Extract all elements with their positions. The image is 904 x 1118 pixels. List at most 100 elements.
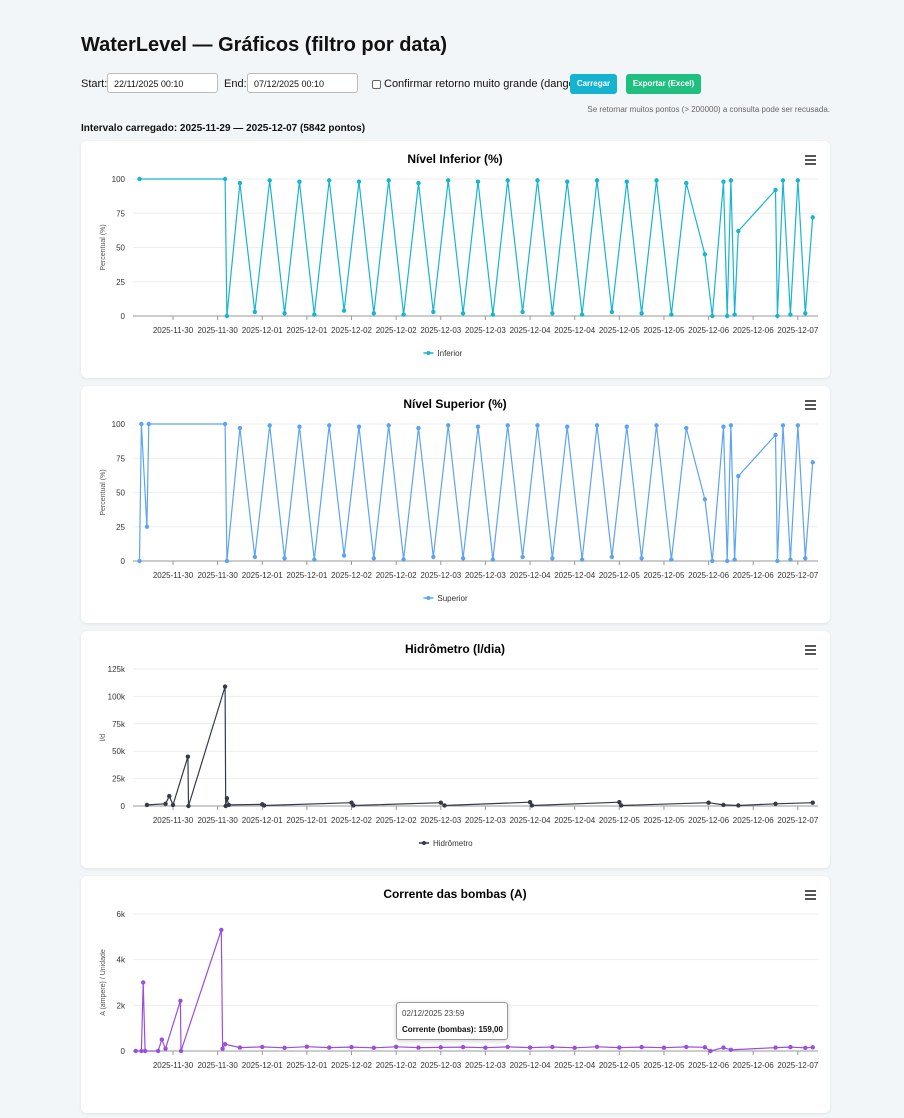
- confirm-checkbox[interactable]: [372, 80, 381, 89]
- y-tick-label: 6k: [117, 910, 126, 919]
- legend-marker: [426, 596, 431, 600]
- data-point: [371, 311, 377, 316]
- confirm-label: Confirmar retorno muito grande (danger): [384, 78, 583, 90]
- data-point: [788, 557, 793, 562]
- x-tick-label: 2025-12-03: [420, 816, 461, 825]
- x-tick-label: 2025-12-06: [688, 816, 729, 825]
- x-tick-label: 2025-12-02: [331, 571, 372, 580]
- chart: Corrente das bombas (A) A (ampere) / Unid…: [100, 887, 819, 1070]
- data-point: [669, 312, 674, 317]
- end-input[interactable]: 07/12/2025 00:10: [247, 73, 358, 93]
- x-tick-label: 2025-12-01: [242, 571, 283, 580]
- data-point: [788, 1044, 793, 1050]
- data-point: [529, 803, 535, 808]
- data-point: [609, 554, 615, 560]
- legend-label[interactable]: Inferior: [437, 349, 462, 358]
- data-point: [775, 313, 780, 319]
- data-point: [565, 179, 570, 184]
- menu-icon[interactable]: [805, 155, 816, 157]
- y-tick-label: 100: [112, 175, 126, 184]
- x-tick-label: 2025-12-01: [242, 326, 283, 335]
- data-point: [550, 311, 555, 316]
- data-point: [490, 557, 496, 562]
- menu-icon[interactable]: [805, 653, 816, 655]
- data-point: [773, 187, 778, 193]
- y-tick-label: 0: [121, 312, 126, 321]
- menu-icon[interactable]: [805, 163, 816, 165]
- menu-icon[interactable]: [805, 894, 816, 896]
- data-point: [579, 557, 585, 562]
- data-point: [222, 176, 228, 182]
- data-point: [267, 423, 272, 428]
- data-point: [460, 556, 466, 561]
- data-point: [267, 178, 272, 183]
- data-point: [446, 178, 451, 183]
- menu-icon[interactable]: [805, 404, 816, 406]
- data-point: [609, 309, 615, 315]
- x-tick-label: 2025-12-01: [242, 1061, 283, 1070]
- data-point: [312, 557, 317, 562]
- data-point: [661, 1045, 667, 1050]
- x-tick-label: 2025-12-04: [510, 571, 551, 580]
- data-point: [356, 179, 362, 184]
- menu-icon[interactable]: [805, 645, 816, 647]
- data-point: [163, 1046, 168, 1051]
- x-tick-label: 2025-12-04: [510, 326, 551, 335]
- y-tick-label: 125k: [108, 665, 126, 674]
- data-point: [490, 312, 496, 317]
- load-button[interactable]: Carregar: [570, 74, 617, 94]
- data-point: [224, 313, 230, 319]
- data-point: [222, 421, 228, 427]
- x-tick-label: 2025-12-03: [465, 326, 506, 335]
- data-point: [146, 421, 152, 427]
- y-tick-label: 75: [116, 454, 125, 463]
- menu-icon[interactable]: [805, 649, 816, 651]
- legend-label[interactable]: Hidrômetro: [433, 839, 473, 848]
- data-point: [237, 425, 243, 431]
- data-point: [142, 1048, 148, 1054]
- data-point: [219, 927, 224, 933]
- export-button[interactable]: Exportar (Excel): [626, 74, 701, 94]
- legend-marker: [426, 351, 431, 355]
- data-point: [401, 312, 406, 317]
- menu-icon[interactable]: [805, 890, 816, 892]
- data-point: [401, 557, 406, 562]
- x-tick-label: 2025-12-05: [599, 571, 640, 580]
- x-tick-label: 2025-12-05: [643, 1061, 684, 1070]
- x-tick-label: 2025-11-30: [197, 571, 238, 580]
- data-point: [736, 228, 741, 234]
- data-point: [178, 1048, 184, 1054]
- data-point: [144, 524, 150, 529]
- data-point: [224, 558, 230, 564]
- y-tick-label: 75k: [112, 720, 126, 729]
- y-axis-title: Percentual (%): [100, 469, 107, 515]
- x-tick-label: 2025-12-04: [554, 1061, 595, 1070]
- menu-icon[interactable]: [805, 898, 816, 900]
- data-point: [137, 176, 142, 182]
- data-point: [721, 424, 726, 429]
- data-point: [780, 178, 786, 183]
- data-point: [684, 425, 689, 431]
- data-point: [810, 460, 815, 465]
- data-point: [139, 1048, 144, 1054]
- x-tick-label: 2025-12-07: [777, 571, 818, 580]
- y-tick-label: 0: [121, 1047, 126, 1056]
- data-point: [669, 557, 674, 562]
- menu-icon[interactable]: [805, 408, 816, 410]
- data-point: [137, 558, 142, 564]
- data-point: [724, 558, 730, 564]
- menu-icon[interactable]: [805, 400, 816, 402]
- menu-icon[interactable]: [805, 159, 816, 161]
- legend-label[interactable]: Superior: [437, 594, 468, 603]
- data-point: [220, 1046, 225, 1051]
- x-tick-label: 2025-11-30: [197, 816, 238, 825]
- data-point: [446, 423, 451, 428]
- data-point: [708, 1048, 713, 1054]
- chart-title: Nível Inferior (%): [407, 152, 502, 166]
- chart-title: Hidrômetro (l/dia): [405, 642, 505, 656]
- start-input[interactable]: 22/11/2025 00:10: [107, 73, 218, 93]
- data-point: [654, 423, 659, 428]
- data-point: [572, 1045, 577, 1051]
- data-point: [684, 180, 689, 186]
- data-point: [349, 1044, 354, 1050]
